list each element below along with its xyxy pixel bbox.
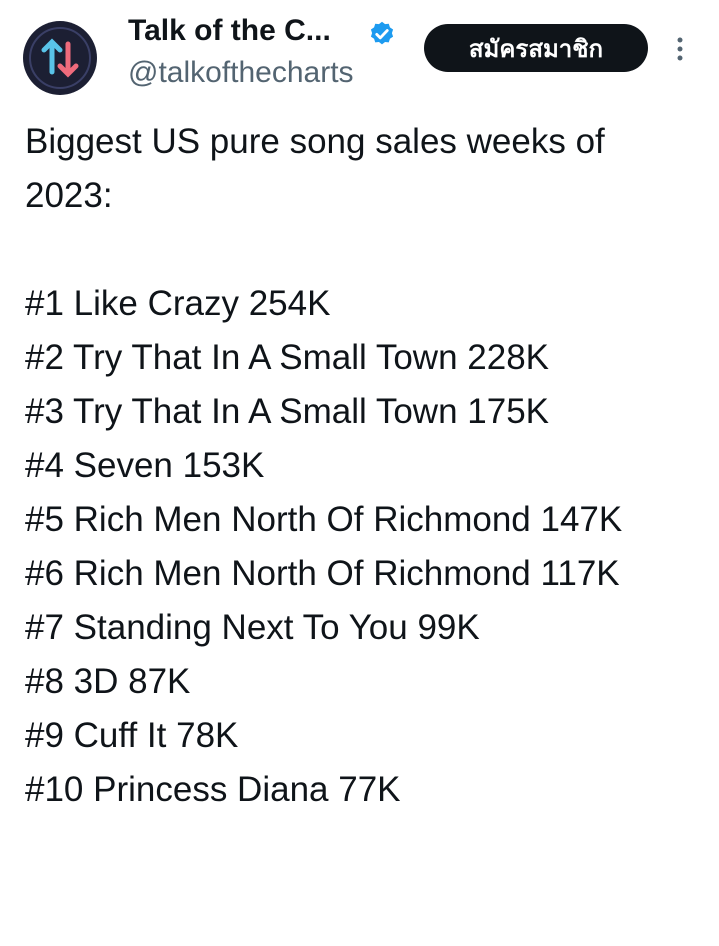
tweet-intro: Biggest US pure song sales weeks of 2023…	[25, 122, 605, 215]
list-item: #3 Try That In A Small Town 175K	[25, 392, 550, 431]
subscribe-button[interactable]: สมัครสมาชิก	[424, 24, 648, 72]
display-name[interactable]: Talk of the C...	[128, 14, 331, 47]
list-item: #10 Princess Diana 77K	[25, 770, 401, 809]
list-item: #7 Standing Next To You 99K	[25, 608, 480, 647]
more-menu[interactable]	[670, 34, 690, 64]
list-item: #9 Cuff It 78K	[25, 716, 239, 755]
list-item: #2 Try That In A Small Town 228K	[25, 338, 550, 377]
tweet-text: Biggest US pure song sales weeks of 2023…	[25, 115, 690, 817]
handle[interactable]: @talkofthecharts	[128, 56, 354, 89]
list-item: #4 Seven 153K	[25, 446, 265, 485]
list-item: #5 Rich Men North Of Richmond 147K	[25, 500, 623, 539]
verified-badge	[370, 21, 394, 45]
list-item: #8 3D 87K	[25, 662, 191, 701]
list-item: #1 Like Crazy 254K	[25, 284, 331, 323]
avatar[interactable]	[22, 20, 98, 96]
list-item: #6 Rich Men North Of Richmond 117K	[25, 554, 620, 593]
